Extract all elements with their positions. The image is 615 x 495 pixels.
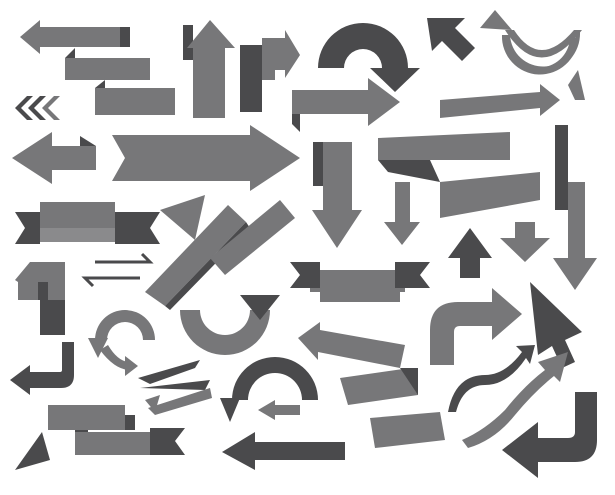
zigzag-ribbon-left-icon [378, 125, 597, 290]
zigzag-ribbon-bottom-icon [48, 405, 185, 455]
curved-down-arrow-icon [180, 295, 280, 355]
bottom-left-arrow-icon [15, 432, 50, 470]
banner-ribbon-icon [290, 262, 430, 302]
long-left-arrow-icon [222, 432, 345, 470]
wavy-ribbon-arrow-icon [462, 352, 568, 448]
bent-arrow-icon [15, 262, 65, 335]
circular-arrow-icon [88, 310, 155, 376]
left-arrow-icon [12, 132, 96, 184]
cursor-arrow-icon [530, 282, 582, 368]
curved-arrow-icon [370, 412, 445, 448]
diagonal-folded-arrow-icon [210, 200, 295, 275]
diagonal-up-left-arrow-icon [427, 18, 475, 61]
big-right-arrow-icon [112, 125, 300, 191]
bent-up-right-arrow-icon [240, 30, 300, 112]
big-left-hook-arrow-icon [502, 392, 597, 478]
folded-down-arrow-icon [312, 142, 362, 248]
semi-circle-left-arrow-icon [220, 357, 318, 422]
left-pointing-arrow-icon [298, 322, 418, 405]
bent-right-arrow-icon [430, 288, 522, 365]
zigzag-ribbon-arrow-icon [20, 20, 175, 115]
ribbon-banner-icon [15, 202, 160, 244]
right-arrow-icon [292, 78, 400, 132]
ribbon-right-arrow-icon [440, 70, 585, 118]
fletched-arrow-icon [138, 360, 212, 415]
down-arrow-small-icon [500, 222, 550, 262]
up-arrow-icon [448, 228, 492, 278]
wavy-arrow-icon [448, 345, 535, 412]
curved-return-arrow-icon [480, 10, 582, 75]
double-headed-arrow-icon [81, 252, 154, 288]
triple-chevron-left-icon [15, 96, 60, 120]
down-arrow-icon [384, 182, 420, 245]
folded-up-arrow-icon [183, 20, 235, 118]
hook-down-left-arrow-icon [10, 342, 74, 395]
u-turn-arrow-icon [318, 23, 420, 92]
